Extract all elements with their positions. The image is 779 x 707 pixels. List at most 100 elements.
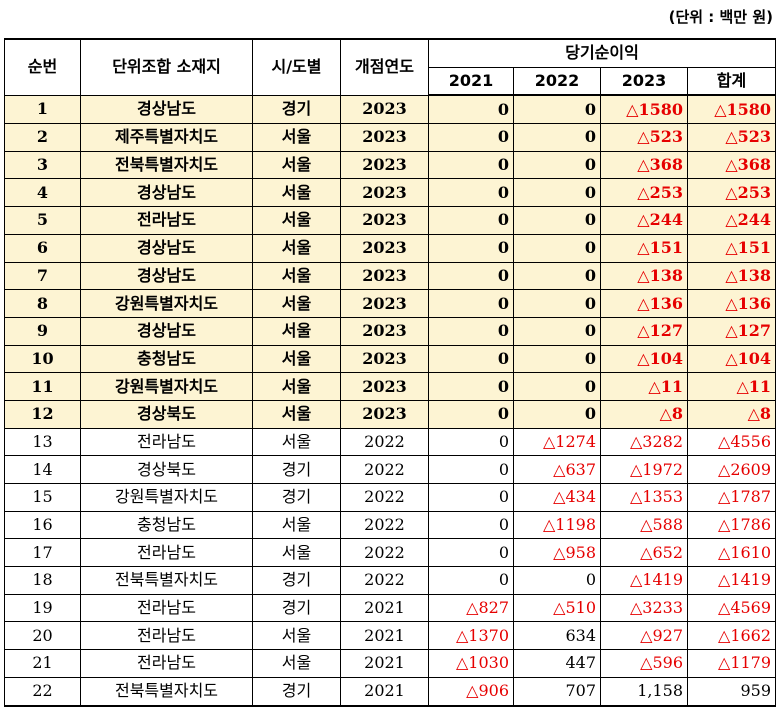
cell-y2022: 0 — [513, 178, 601, 208]
header-subrow: 2021 2022 2023 합계 — [5, 66, 777, 97]
cell-y2022: △637 — [513, 455, 601, 484]
table-body: 1 경상남도 경기 2023 0 0 △1580 △1580 2 제주특별자치도 서울 2023 0 0 △… — [4, 94, 777, 707]
cell-y2022: 634 — [513, 621, 601, 651]
cell-y2021: 0 — [428, 289, 514, 318]
cell-region: 경기 — [252, 94, 341, 125]
cell-location: 강원특별자치도 — [80, 289, 253, 318]
cell-total: △127 — [686, 316, 777, 346]
cell-y2021: △1370 — [428, 621, 514, 651]
cell-location: 경상남도 — [80, 233, 253, 263]
cell-y2022: 0 — [513, 344, 601, 374]
header-net-income: 당기순이익 — [427, 37, 777, 68]
table-row: 17 전라남도 서울 2022 0 △958 △652 △1610 — [4, 538, 777, 568]
cell-y2023: 1,158 — [600, 676, 688, 707]
cell-y2022: 0 — [513, 206, 601, 235]
cell-no: 4 — [4, 178, 81, 208]
table-row: 10 충청남도 서울 2023 0 0 △104 △104 — [4, 344, 777, 374]
cell-open-year: 2023 — [340, 94, 429, 125]
cell-no: 20 — [4, 621, 81, 651]
cell-total: △136 — [686, 289, 777, 318]
cell-y2021: 0 — [428, 233, 514, 263]
header-2022: 2022 — [513, 66, 601, 97]
cell-y2023: △368 — [600, 150, 688, 180]
table-row: 3 전북특별자치도 서울 2023 0 0 △368 △368 — [4, 150, 777, 180]
cell-open-year: 2023 — [340, 261, 429, 291]
cell-open-year: 2021 — [340, 621, 429, 651]
cell-y2022: 447 — [513, 649, 601, 678]
cell-open-year: 2023 — [340, 206, 429, 235]
cell-total: △1786 — [686, 510, 777, 540]
unit-note: (단위 : 백만 원) — [668, 8, 773, 26]
cell-region: 서울 — [252, 123, 341, 152]
cell-y2022: △434 — [513, 483, 601, 512]
header-no: 순번 — [4, 37, 81, 96]
header-2023: 2023 — [600, 66, 688, 97]
cell-no: 12 — [4, 399, 81, 429]
cell-total: △8 — [686, 399, 777, 429]
table-row: 1 경상남도 경기 2023 0 0 △1580 △1580 — [4, 94, 777, 125]
cell-y2023: △523 — [600, 123, 688, 152]
cell-y2023: △3282 — [600, 427, 688, 457]
cell-region: 경기 — [252, 676, 341, 707]
cell-open-year: 2023 — [340, 150, 429, 180]
cell-open-year: 2023 — [340, 233, 429, 263]
cell-no: 9 — [4, 316, 81, 346]
cell-region: 경기 — [252, 566, 341, 595]
table-row: 14 경상북도 경기 2022 0 △637 △1972 △2609 — [4, 455, 777, 484]
table-row: 20 전라남도 서울 2021 △1370 634 △927 △1662 — [4, 621, 777, 651]
cell-no: 16 — [4, 510, 81, 540]
table-row: 2 제주특별자치도 서울 2023 0 0 △523 △523 — [4, 123, 777, 152]
cell-y2022: 0 — [513, 372, 601, 401]
cell-open-year: 2023 — [340, 316, 429, 346]
cell-location: 충청남도 — [80, 510, 253, 540]
cell-y2021: 0 — [428, 427, 514, 457]
cell-location: 전라남도 — [80, 649, 253, 678]
header-total: 합계 — [686, 66, 777, 97]
cell-y2021: 0 — [428, 510, 514, 540]
cell-y2023: △1972 — [600, 455, 688, 484]
cell-y2021: 0 — [428, 399, 514, 429]
cell-location: 경상북도 — [80, 399, 253, 429]
cell-open-year: 2023 — [340, 178, 429, 208]
cell-total: △151 — [686, 233, 777, 263]
cell-location: 전라남도 — [80, 538, 253, 568]
cell-total: △523 — [686, 123, 777, 152]
table-row: 15 강원특별자치도 경기 2022 0 △434 △1353 △1787 — [4, 483, 777, 512]
header-row: 순번 단위조합 소재지 시/도별 개점연도 당기순이익 — [4, 37, 777, 96]
table-row: 11 강원특별자치도 서울 2023 0 0 △11 △11 — [4, 372, 777, 401]
table-row: 7 경상남도 서울 2023 0 0 △138 △138 — [4, 261, 777, 291]
table-row: 19 전라남도 경기 2021 △827 △510 △3233 △4569 — [4, 593, 777, 623]
cell-y2023: △8 — [600, 399, 688, 429]
cell-no: 18 — [4, 566, 81, 595]
cell-y2022: 0 — [513, 289, 601, 318]
cell-y2021: 0 — [428, 566, 514, 595]
cell-no: 19 — [4, 593, 81, 623]
table-row: 22 전북특별자치도 경기 2021 △906 707 1,158 959 — [4, 676, 777, 707]
cell-open-year: 2021 — [340, 676, 429, 707]
cell-y2022: 0 — [513, 233, 601, 263]
cell-y2022: 0 — [513, 261, 601, 291]
cell-y2022: △1274 — [513, 427, 601, 457]
cell-y2023: △244 — [600, 206, 688, 235]
cell-region: 경기 — [252, 483, 341, 512]
cell-y2023: △138 — [600, 261, 688, 291]
cell-y2021: 0 — [428, 538, 514, 568]
cell-y2023: △253 — [600, 178, 688, 208]
cell-y2023: △1419 — [600, 566, 688, 595]
header-location: 단위조합 소재지 — [80, 37, 253, 96]
cell-y2021: 0 — [428, 94, 514, 125]
cell-y2023: △127 — [600, 316, 688, 346]
cell-total: △138 — [686, 261, 777, 291]
cell-total: △11 — [686, 372, 777, 401]
table-row: 21 전라남도 서울 2021 △1030 447 △596 △1179 — [4, 649, 777, 678]
cell-location: 경상남도 — [80, 261, 253, 291]
cell-region: 서울 — [252, 233, 341, 263]
cell-y2023: △3233 — [600, 593, 688, 623]
cell-no: 10 — [4, 344, 81, 374]
cell-no: 2 — [4, 123, 81, 152]
cell-y2023: △927 — [600, 621, 688, 651]
table-row: 5 전라남도 서울 2023 0 0 △244 △244 — [4, 206, 777, 235]
cell-location: 전북특별자치도 — [80, 566, 253, 595]
cell-no: 13 — [4, 427, 81, 457]
cell-location: 전북특별자치도 — [80, 150, 253, 180]
